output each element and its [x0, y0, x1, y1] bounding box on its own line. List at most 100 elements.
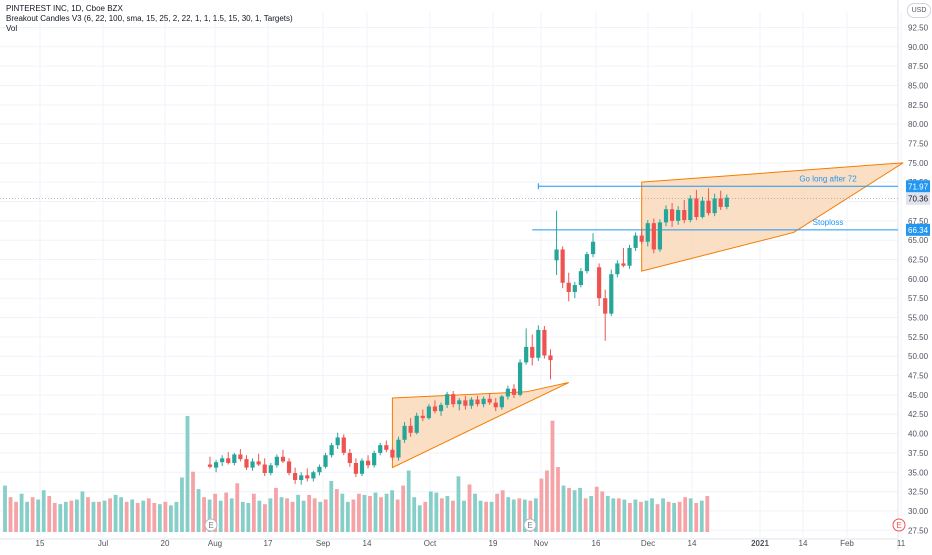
candle [609, 269, 614, 316]
indicator-title[interactable]: Breakout Candles V3 (6, 22, 100, sma, 15… [6, 14, 293, 23]
candle-body [554, 249, 559, 261]
volume-bar [567, 487, 571, 532]
candle-body [232, 454, 237, 463]
candle [560, 246, 565, 289]
candle [700, 196, 705, 219]
volume-bar [644, 500, 649, 532]
candle [724, 194, 729, 210]
price-badge [906, 180, 930, 193]
volume-bar [113, 494, 118, 532]
earnings-marker [204, 518, 218, 532]
candle [718, 190, 723, 211]
candle-body [706, 200, 711, 214]
volume-bar [495, 493, 500, 532]
candle-body [560, 249, 565, 283]
level-line-label: Stoploss [813, 218, 844, 227]
candle-body [487, 398, 492, 403]
x-tick-label: Aug [208, 539, 222, 548]
candle [213, 459, 219, 473]
candle [682, 199, 687, 224]
volume-bar [213, 493, 218, 532]
volume-bar [545, 470, 549, 532]
volume-bar [224, 492, 229, 532]
candle [493, 397, 498, 412]
currency-button[interactable]: USD [907, 3, 931, 18]
volume-bar [622, 499, 627, 532]
candle-body [408, 425, 413, 433]
candle-body [548, 355, 553, 361]
candle [517, 359, 523, 397]
candle [451, 391, 456, 408]
x-tick-label: Oct [424, 539, 437, 548]
candle-body [676, 210, 681, 221]
candle-body [226, 458, 231, 463]
volume-bar [384, 493, 389, 532]
candle [603, 289, 608, 341]
candle-body [250, 461, 255, 468]
candle-body [244, 459, 249, 468]
candle [432, 400, 438, 414]
candle-body [651, 223, 656, 250]
candle [688, 195, 693, 223]
candle [426, 404, 431, 420]
candle-body [566, 282, 571, 293]
volume-bar [235, 483, 240, 532]
candle [706, 188, 711, 216]
candle [554, 210, 559, 275]
candle-body [207, 464, 213, 467]
candle-body [213, 462, 219, 468]
candle-body [499, 396, 504, 408]
y-tick-label: 57.50 [908, 294, 929, 303]
candle [597, 263, 602, 306]
volume-title[interactable]: Vol [6, 24, 18, 33]
y-tick-label: 35.00 [908, 468, 929, 477]
candle [475, 395, 480, 407]
earnings-marker-label: E [527, 521, 532, 530]
candle [359, 458, 365, 477]
y-tick-label: 47.50 [908, 372, 929, 381]
volume-bar [500, 490, 505, 532]
candle [524, 328, 529, 365]
volume-bar [627, 503, 632, 532]
candle-body [663, 209, 669, 223]
volume-bar [345, 501, 350, 532]
y-tick-label: 42.50 [908, 410, 929, 419]
candle-body [238, 454, 243, 460]
candle-body [542, 329, 547, 356]
candle [542, 326, 547, 359]
symbol-title[interactable]: PINTEREST INC, 1D, Cboe BZX [6, 4, 123, 13]
volume-bar [633, 499, 638, 532]
volume-bar [428, 491, 433, 532]
x-tick-label: 15 [36, 539, 45, 548]
volume-bar [91, 501, 96, 532]
candle-body [712, 198, 717, 214]
pattern-wedge-2 [641, 162, 904, 272]
candle-body [293, 473, 298, 480]
candle-body [463, 400, 468, 406]
candle-body [578, 271, 583, 286]
candle [487, 393, 492, 405]
candle [353, 458, 359, 477]
volume-bar [467, 484, 472, 532]
candle [572, 281, 577, 299]
candle [299, 472, 304, 485]
y-tick-label: 87.50 [908, 62, 929, 71]
y-tick-label: 32.50 [908, 488, 929, 497]
volume-bar [97, 501, 101, 532]
volume-bar [274, 487, 278, 532]
volume-bar [47, 496, 52, 532]
candle-body [359, 460, 365, 474]
candle-body [639, 235, 644, 242]
y-tick-label: 62.50 [908, 256, 929, 265]
y-tick-label: 37.50 [908, 449, 929, 458]
candle-body [268, 465, 273, 474]
x-tick-label: 14 [688, 539, 697, 548]
candle-body [481, 398, 486, 405]
candle-body [584, 254, 590, 272]
x-tick-label: Nov [534, 539, 548, 548]
volume-bar [362, 494, 367, 532]
candle-body [724, 197, 729, 207]
volume-bar [130, 499, 135, 532]
